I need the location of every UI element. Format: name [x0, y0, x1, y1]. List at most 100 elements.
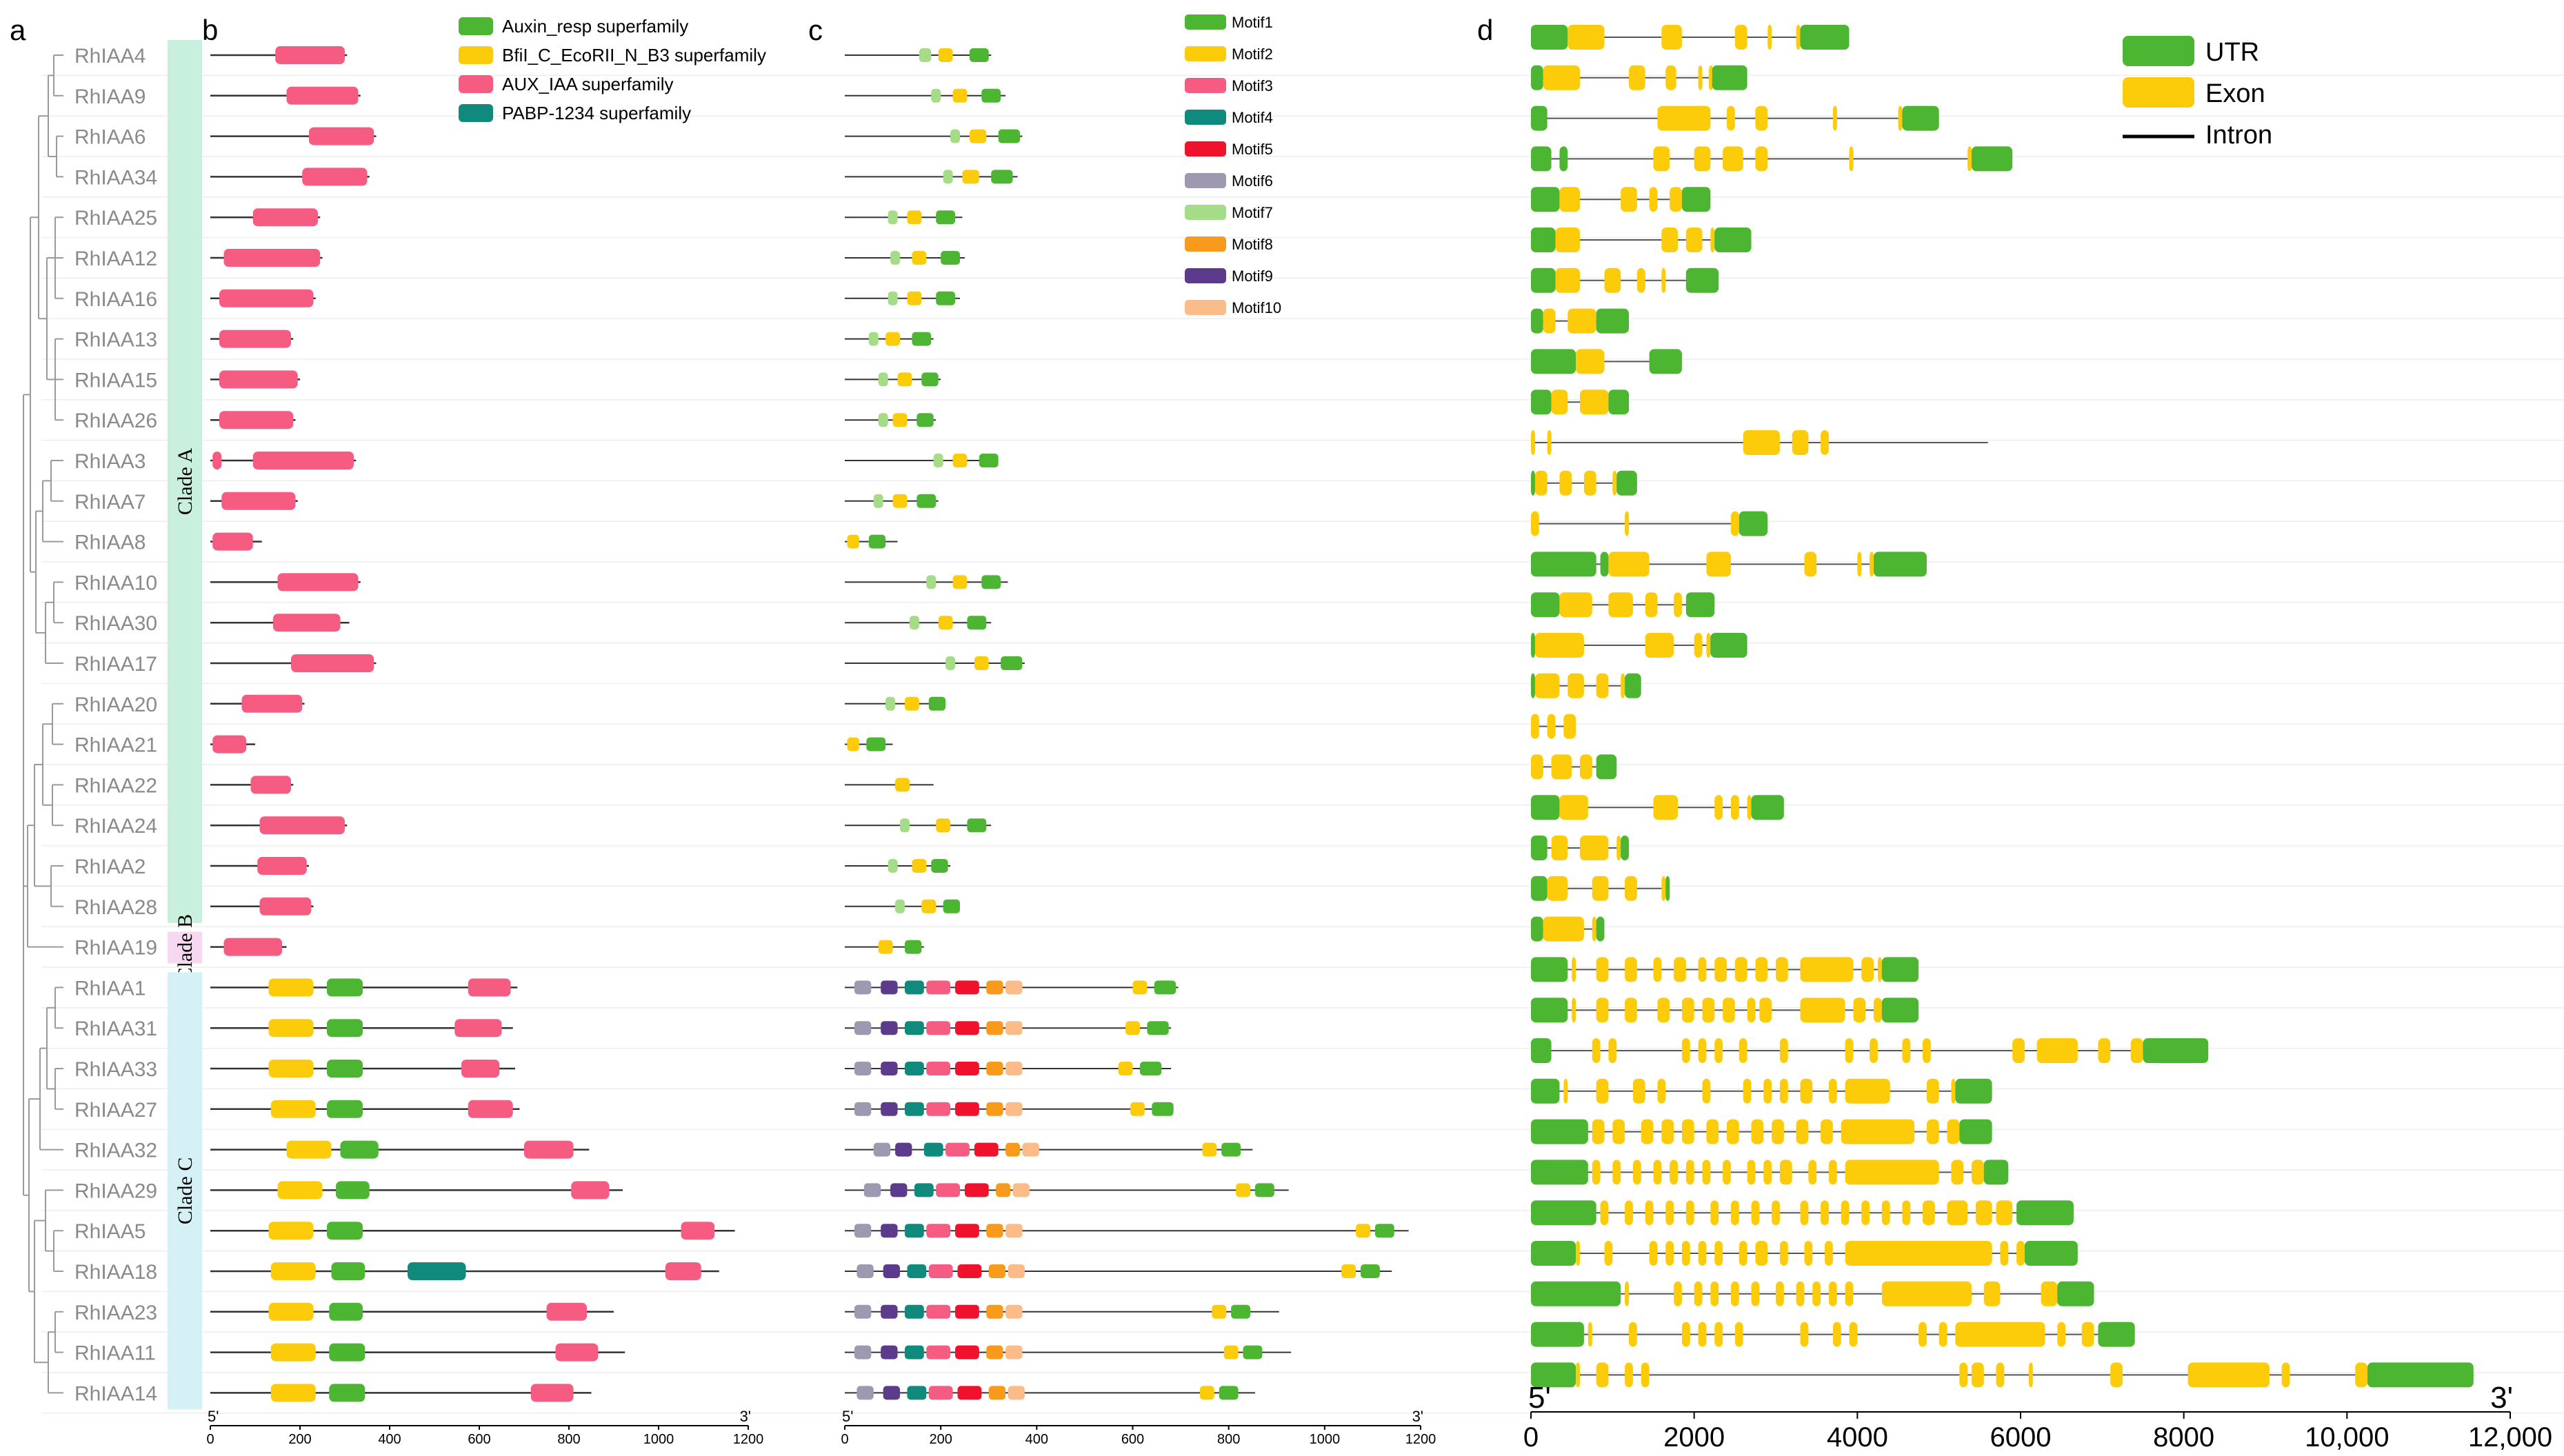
exon-block: [1600, 1200, 1609, 1226]
exon-block: [1685, 228, 1703, 252]
motif-m1: [969, 48, 989, 62]
motif-m3: [928, 1264, 953, 1278]
exon-block: [2110, 1362, 2123, 1388]
motif-m4: [914, 1183, 934, 1197]
legend-label-aux: AUX_IAA superfamily: [502, 74, 674, 94]
motif-m4: [904, 1224, 924, 1238]
motif-m3: [928, 1386, 953, 1400]
utr-block: [1531, 25, 1568, 50]
motif-m2: [904, 696, 919, 711]
exon-block: [1734, 1322, 1743, 1347]
axis-tick-label: 1200: [1405, 1432, 1436, 1447]
exon-block: [1800, 1078, 1813, 1104]
motif-m2: [969, 129, 987, 143]
legend-label-pabp: PABP-1234 superfamily: [502, 103, 691, 123]
motif-m7: [931, 88, 941, 103]
legend-label-m8: Motif8: [1232, 236, 1273, 253]
motif-m5: [974, 1142, 999, 1157]
exon-block: [1632, 1160, 1641, 1185]
motif-m8: [986, 1345, 1003, 1359]
gene-label-rhiaa2: RhIAA2: [74, 856, 146, 878]
exon-block: [1657, 1078, 1666, 1104]
phylogenetic-tree: [23, 54, 63, 1394]
exon-block: [1702, 1160, 1711, 1185]
gene-label-rhiaa19: RhIAA19: [74, 937, 157, 960]
exon-block: [1821, 430, 1829, 455]
exon-block: [1661, 1119, 1674, 1144]
domain-aux: [250, 776, 291, 794]
gene-label-rhiaa5: RhIAA5: [74, 1220, 146, 1243]
exon-block: [1796, 1281, 1805, 1306]
exon-block: [1657, 998, 1670, 1023]
exon-block: [1698, 1241, 1707, 1266]
exon-block: [1576, 1362, 1581, 1388]
utr-block: [1531, 228, 1556, 252]
axis-3prime-label: 3': [2490, 1381, 2513, 1415]
axis-tick-label: 2000: [1663, 1422, 1725, 1453]
motif-m4: [907, 1386, 927, 1400]
legend-label-m1: Motif1: [1232, 14, 1273, 31]
exon-block: [1621, 187, 1637, 212]
legend-swatch-m9: [1185, 268, 1226, 283]
motif-m10: [1005, 1345, 1023, 1359]
motif-m1: [1254, 1183, 1274, 1197]
exon-block: [1559, 795, 1588, 820]
motif-m2: [907, 291, 922, 305]
exon-block: [1568, 308, 1596, 334]
motif-m10: [1022, 1142, 1039, 1157]
exon-block: [1625, 511, 1630, 536]
exon-block: [1694, 633, 1703, 658]
gene-label-rhiaa29: RhIAA29: [74, 1180, 157, 1202]
exon-block: [1779, 1241, 1788, 1266]
domain-aux: [530, 1384, 574, 1402]
exon-block: [1531, 430, 1535, 455]
axis-tick-label: 200: [288, 1432, 311, 1447]
exon-block: [1975, 1200, 1992, 1226]
axis-tick-label: 10,000: [2305, 1422, 2389, 1453]
row-stripes: [41, 74, 2564, 1414]
motif-m7: [919, 48, 932, 62]
exon-block: [1653, 146, 1670, 172]
exon-block: [1779, 1160, 1792, 1185]
exon-block: [1568, 673, 1584, 698]
motif-m3: [926, 1224, 951, 1238]
domain-aux: [212, 452, 222, 469]
motif-m1: [943, 899, 960, 913]
utr-block: [1621, 836, 1629, 860]
exon-block: [2281, 1362, 2290, 1388]
utr-block: [1681, 187, 1711, 212]
motif-m5: [964, 1183, 989, 1197]
domain-aux: [555, 1343, 599, 1362]
gene-label-rhiaa1: RhIAA1: [74, 977, 146, 1000]
exon-block: [1661, 25, 1682, 50]
utr-block: [2143, 1038, 2209, 1063]
gene-label-rhiaa10: RhIAA10: [74, 572, 157, 594]
exon-block: [1572, 998, 1576, 1023]
exon-block: [1596, 998, 1609, 1023]
exon-block: [1739, 1038, 1747, 1063]
exon-block: [1604, 267, 1621, 293]
domain-aux: [212, 735, 246, 754]
motif-m2: [878, 940, 893, 954]
motif-m9: [890, 1183, 908, 1197]
motif-m1: [1221, 1142, 1241, 1157]
domain-aux: [259, 897, 312, 916]
utr-block: [1531, 1362, 1576, 1388]
motif-m9: [883, 1386, 901, 1400]
exon-block: [1755, 957, 1768, 982]
exon-block: [1972, 1160, 1984, 1185]
gene-label-rhiaa13: RhIAA13: [74, 329, 157, 352]
motif-m2: [1125, 1021, 1140, 1035]
legend-label-m7: Motif7: [1232, 204, 1273, 221]
motif-m4: [923, 1142, 943, 1157]
axis-tick-label: 800: [557, 1432, 580, 1447]
domain-aux: [223, 938, 282, 956]
clade-label: Clade B: [174, 914, 197, 982]
exon-block: [1588, 1322, 1592, 1347]
exon-block: [1665, 1241, 1674, 1266]
exon-block: [1665, 1200, 1674, 1226]
exon-block: [1641, 1362, 1650, 1388]
exon-block: [1828, 1078, 1837, 1104]
motif-m2: [1202, 1142, 1217, 1157]
exon-block: [1902, 1200, 1911, 1226]
